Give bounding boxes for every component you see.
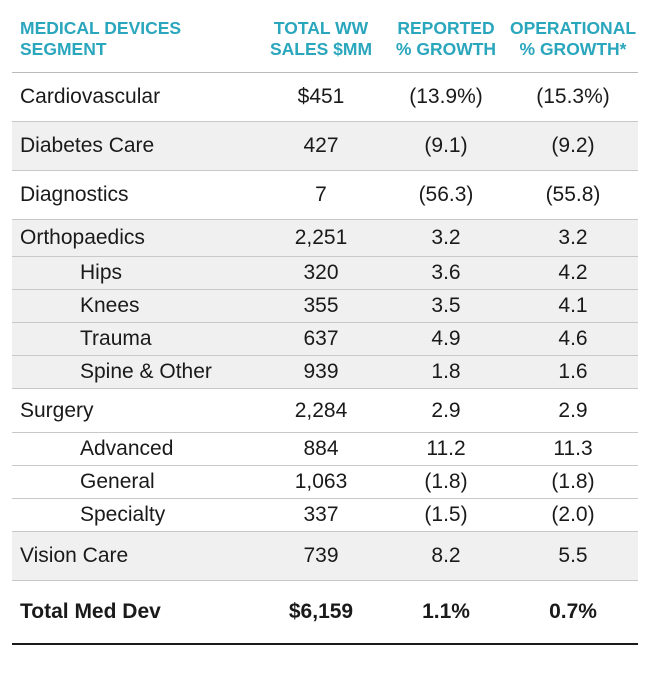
row-sales: 337: [303, 503, 339, 526]
row-label: Diabetes Care: [20, 134, 155, 157]
table-row-specialty: Specialty 337 (1.5) (2.0): [12, 499, 638, 532]
row-operational: 5.5: [558, 544, 588, 567]
row-operational: 11.3: [553, 437, 593, 460]
row-operational: (55.8): [545, 183, 601, 206]
row-operational: 3.2: [558, 226, 588, 249]
row-reported: (1.8): [424, 470, 468, 493]
row-sales: 320: [303, 261, 339, 284]
row-reported: 3.2: [431, 226, 461, 249]
table-row-total: Total Med Dev $6,159 1.1% 0.7%: [12, 581, 638, 645]
row-operational: 4.6: [558, 327, 588, 350]
row-sales: 637: [303, 327, 339, 350]
table-row-general: General 1,063 (1.8) (1.8): [12, 466, 638, 499]
row-operational: 0.7%: [549, 600, 597, 623]
surgery-group: Surgery 2,284 2.9 2.9 Advanced 884 11.2 …: [12, 389, 638, 532]
row-sales: 884: [303, 437, 339, 460]
header-operational-growth: OPERATIONAL % GROWTH*: [509, 18, 637, 59]
row-reported: (1.5): [424, 503, 468, 526]
table-row-hips: Hips 320 3.6 4.2: [12, 257, 638, 290]
table-row-orthopaedics: Orthopaedics 2,251 3.2 3.2: [12, 220, 638, 257]
row-reported: 11.2: [426, 437, 466, 460]
row-sales: 7: [315, 183, 327, 206]
row-operational: 1.6: [558, 360, 588, 383]
row-label: Advanced: [80, 437, 174, 460]
row-reported: 3.5: [431, 294, 461, 317]
row-reported: 4.9: [431, 327, 461, 350]
row-label: Trauma: [80, 327, 152, 350]
row-label: Diagnostics: [20, 183, 129, 206]
row-operational: 4.1: [558, 294, 588, 317]
table-row-spine-other: Spine & Other 939 1.8 1.6: [12, 356, 638, 389]
row-sales: 355: [303, 294, 339, 317]
row-operational: 4.2: [558, 261, 588, 284]
row-label: Surgery: [20, 398, 94, 422]
row-reported: 1.8: [431, 360, 461, 383]
header-reported-growth: REPORTED % GROWTH: [395, 18, 497, 59]
row-reported: 3.6: [431, 261, 461, 284]
row-operational: (2.0): [551, 503, 595, 526]
row-sales: $451: [297, 85, 345, 108]
row-operational: (15.3%): [536, 85, 610, 108]
row-reported: (56.3): [418, 183, 474, 206]
row-sales: 739: [303, 544, 339, 567]
row-reported: (13.9%): [409, 85, 483, 108]
row-sales: 2,251: [294, 226, 348, 249]
row-reported: 2.9: [431, 398, 461, 422]
table-row-surgery: Surgery 2,284 2.9 2.9: [12, 389, 638, 433]
row-operational: (9.2): [551, 134, 595, 157]
row-label: Knees: [80, 294, 140, 317]
row-operational: 2.9: [558, 398, 588, 422]
table-row-diabetes-care: Diabetes Care 427 (9.1) (9.2): [12, 122, 638, 171]
table-header: MEDICAL DEVICES SEGMENT TOTAL WW SALES $…: [12, 10, 638, 73]
table-row-trauma: Trauma 637 4.9 4.6: [12, 323, 638, 356]
row-reported: 8.2: [431, 544, 461, 567]
table-row-knees: Knees 355 3.5 4.1: [12, 290, 638, 323]
row-operational: (1.8): [551, 470, 595, 493]
row-reported: (9.1): [424, 134, 468, 157]
orthopaedics-group: Orthopaedics 2,251 3.2 3.2 Hips 320 3.6 …: [12, 220, 638, 389]
row-sales: 427: [303, 134, 339, 157]
row-sales: 1,063: [294, 470, 348, 493]
medical-devices-sales-table: MEDICAL DEVICES SEGMENT TOTAL WW SALES $…: [12, 10, 638, 645]
row-label: Orthopaedics: [20, 226, 145, 249]
row-label: Cardiovascular: [20, 85, 161, 108]
row-label: Vision Care: [20, 544, 129, 567]
row-label: General: [80, 470, 155, 493]
table-row-cardiovascular: Cardiovascular $451 (13.9%) (15.3%): [12, 73, 638, 122]
row-sales: $6,159: [288, 600, 354, 623]
table-row-advanced: Advanced 884 11.2 11.3: [12, 433, 638, 466]
row-reported: 1.1%: [422, 600, 470, 623]
row-label: Total Med Dev: [20, 600, 161, 623]
row-sales: 939: [303, 360, 339, 383]
header-segment: MEDICAL DEVICES SEGMENT: [20, 18, 182, 59]
row-label: Specialty: [80, 503, 166, 526]
table-row-vision-care: Vision Care 739 8.2 5.5: [12, 532, 638, 581]
row-label: Spine & Other: [80, 360, 212, 383]
table-row-diagnostics: Diagnostics 7 (56.3) (55.8): [12, 171, 638, 220]
row-sales: 2,284: [294, 398, 348, 422]
row-label: Hips: [80, 261, 123, 284]
header-sales: TOTAL WW SALES $MM: [269, 18, 373, 59]
